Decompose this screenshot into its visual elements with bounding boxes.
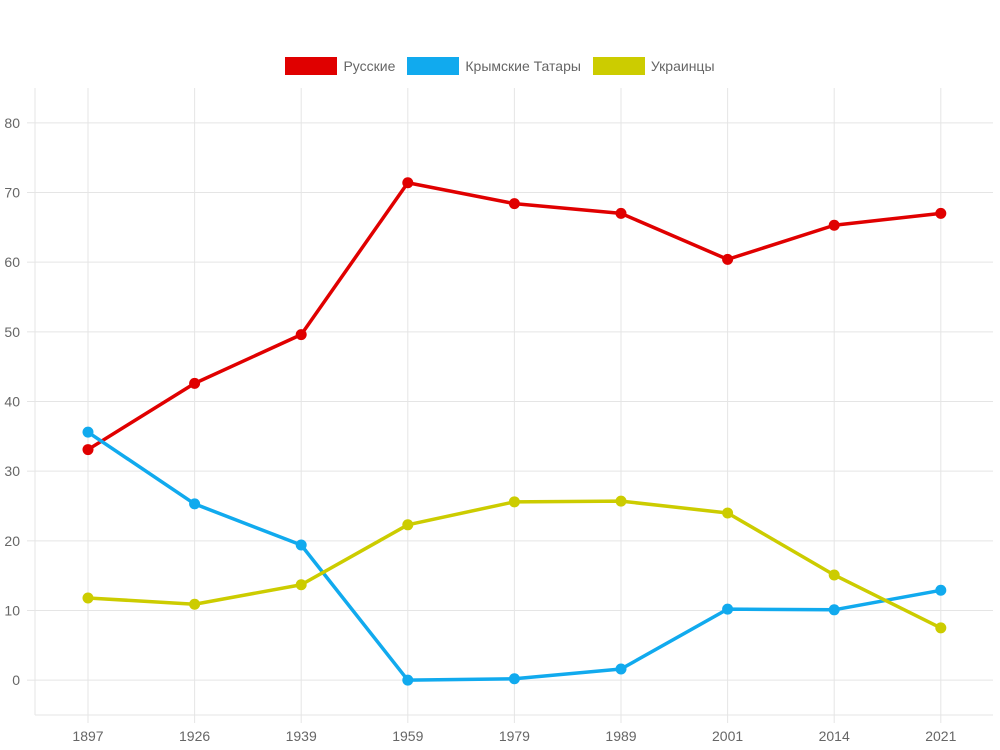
data-point[interactable] xyxy=(935,207,947,219)
chart-legend: Русские Крымские Татары Украинцы xyxy=(0,57,1000,75)
legend-swatch-series-1 xyxy=(285,57,338,75)
data-point[interactable] xyxy=(828,604,840,616)
data-point[interactable] xyxy=(189,498,201,510)
data-point[interactable] xyxy=(615,663,627,675)
x-tick-label: 2014 xyxy=(819,728,850,744)
data-point[interactable] xyxy=(615,207,627,219)
data-point[interactable] xyxy=(615,495,627,507)
data-point[interactable] xyxy=(82,592,94,604)
x-tick-label: 1979 xyxy=(499,728,530,744)
data-point[interactable] xyxy=(508,496,520,508)
y-tick-label: 60 xyxy=(4,254,20,270)
data-point[interactable] xyxy=(828,219,840,231)
data-point[interactable] xyxy=(82,426,94,438)
data-point[interactable] xyxy=(935,584,947,596)
data-point[interactable] xyxy=(508,198,520,210)
data-point[interactable] xyxy=(82,444,94,456)
x-tick-label: 1959 xyxy=(392,728,423,744)
x-tick-label: 1926 xyxy=(179,728,210,744)
data-point[interactable] xyxy=(722,603,734,615)
legend-swatch-series-3 xyxy=(592,57,645,75)
data-point[interactable] xyxy=(189,377,201,389)
legend-item-series-3[interactable]: Украинцы xyxy=(592,57,715,75)
series-2 xyxy=(82,426,947,686)
y-tick-label: 50 xyxy=(4,324,20,340)
data-point[interactable] xyxy=(508,673,520,685)
y-tick-label: 30 xyxy=(4,463,20,479)
series-1 xyxy=(82,177,947,456)
data-point[interactable] xyxy=(295,329,307,341)
x-tick-label: 1989 xyxy=(605,728,636,744)
grid xyxy=(35,88,993,715)
y-tick-label: 80 xyxy=(4,115,20,131)
series-3 xyxy=(82,495,947,634)
legend-item-series-2[interactable]: Крымские Татары xyxy=(407,57,581,75)
data-point[interactable] xyxy=(828,569,840,581)
y-tick-label: 20 xyxy=(4,533,20,549)
y-tick-label: 40 xyxy=(4,394,20,410)
data-point[interactable] xyxy=(295,539,307,551)
legend-label-series-2: Крымские Татары xyxy=(465,58,581,74)
y-tick-label: 70 xyxy=(4,185,20,201)
data-point[interactable] xyxy=(402,177,414,189)
legend-label-series-1: Русские xyxy=(343,58,396,74)
x-tick-label: 2021 xyxy=(925,728,956,744)
y-tick-label: 10 xyxy=(4,603,20,619)
y-tick-label: 0 xyxy=(12,672,20,688)
series-plot-area xyxy=(82,177,947,686)
data-point[interactable] xyxy=(189,598,201,610)
data-point[interactable] xyxy=(722,253,734,265)
legend-swatch-series-2 xyxy=(407,57,460,75)
legend-item-series-1[interactable]: Русские xyxy=(285,57,395,75)
x-tick-label: 2001 xyxy=(712,728,743,744)
data-point[interactable] xyxy=(722,507,734,519)
data-point[interactable] xyxy=(402,674,414,686)
axes: 0 10 20 30 40 50 60 70 80 1897 1926 1939 1959 1979 198… xyxy=(4,88,993,744)
data-point[interactable] xyxy=(935,622,947,634)
x-tick-label: 1939 xyxy=(286,728,317,744)
data-point[interactable] xyxy=(402,519,414,531)
legend-label-series-3: Украинцы xyxy=(650,58,715,74)
x-tick-label: 1897 xyxy=(72,728,103,744)
data-point[interactable] xyxy=(295,579,307,591)
